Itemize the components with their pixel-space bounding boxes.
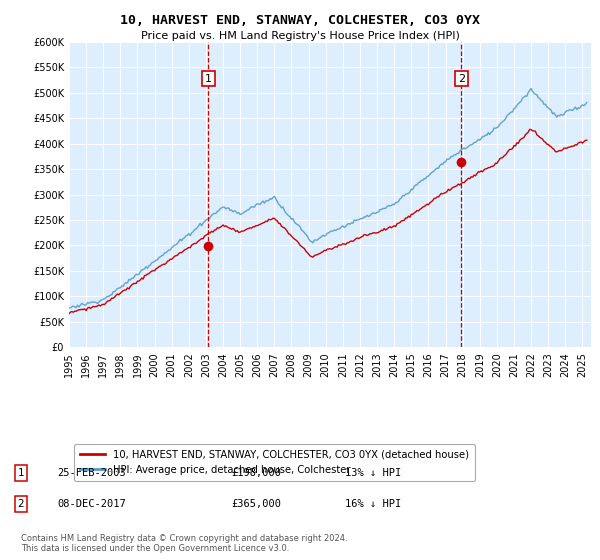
Text: 16% ↓ HPI: 16% ↓ HPI <box>345 499 401 509</box>
Text: 2: 2 <box>17 499 25 509</box>
Text: 1: 1 <box>205 73 212 83</box>
Text: 2: 2 <box>458 73 465 83</box>
Text: 25-FEB-2003: 25-FEB-2003 <box>57 468 126 478</box>
Text: 1: 1 <box>17 468 25 478</box>
Text: £365,000: £365,000 <box>231 499 281 509</box>
Text: £198,000: £198,000 <box>231 468 281 478</box>
Legend: 10, HARVEST END, STANWAY, COLCHESTER, CO3 0YX (detached house), HPI: Average pri: 10, HARVEST END, STANWAY, COLCHESTER, CO… <box>74 444 475 480</box>
Text: 10, HARVEST END, STANWAY, COLCHESTER, CO3 0YX: 10, HARVEST END, STANWAY, COLCHESTER, CO… <box>120 14 480 27</box>
Text: 13% ↓ HPI: 13% ↓ HPI <box>345 468 401 478</box>
Text: Price paid vs. HM Land Registry's House Price Index (HPI): Price paid vs. HM Land Registry's House … <box>140 31 460 41</box>
Text: Contains HM Land Registry data © Crown copyright and database right 2024.
This d: Contains HM Land Registry data © Crown c… <box>21 534 347 553</box>
Text: 08-DEC-2017: 08-DEC-2017 <box>57 499 126 509</box>
